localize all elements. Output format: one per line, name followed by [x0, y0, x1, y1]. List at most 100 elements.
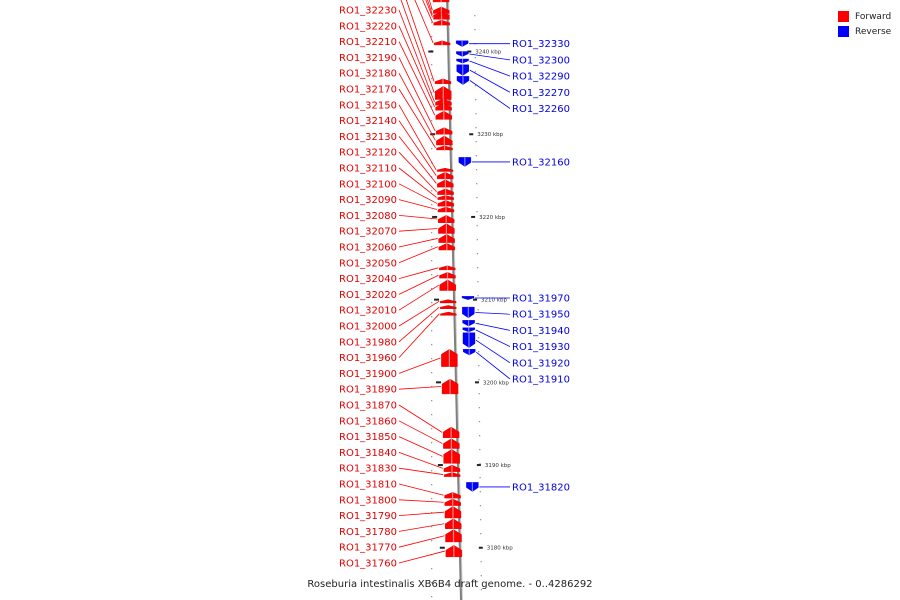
forward-gene-label[interactable]: RO1_31980 [339, 337, 397, 348]
forward-gene-label[interactable]: RO1_31860 [339, 416, 397, 427]
minor-tick-dot [431, 190, 433, 192]
minor-tick-dot [431, 302, 433, 304]
reverse-gene-arrow[interactable] [461, 296, 475, 300]
forward-gene-label[interactable]: RO1_32100 [339, 179, 397, 190]
forward-gene-leader [398, 136, 437, 184]
legend: Forward Reverse [838, 9, 891, 39]
scale-tick-label: 3180 kbp [487, 546, 513, 552]
reverse-gene-label[interactable]: RO1_32260 [512, 104, 570, 115]
forward-gene-label[interactable]: RO1_31960 [339, 353, 397, 364]
reverse-gene-label[interactable]: RO1_31940 [512, 326, 570, 337]
forward-gene-label[interactable]: RO1_32050 [339, 258, 397, 269]
minor-tick-dot [478, 351, 480, 353]
reverse-gene-label[interactable]: RO1_31920 [512, 358, 570, 369]
reverse-gene-label[interactable]: RO1_31910 [512, 374, 570, 385]
minor-tick-dot [431, 204, 433, 206]
forward-gene-label[interactable]: RO1_32150 [339, 100, 397, 111]
forward-gene-label[interactable]: RO1_31850 [339, 432, 397, 443]
forward-gene-label[interactable]: RO1_32190 [339, 53, 397, 64]
reverse-gene-label[interactable]: RO1_31970 [512, 293, 570, 304]
reverse-gene-label[interactable]: RO1_32270 [512, 88, 570, 99]
reverse-gene-leader [475, 312, 511, 315]
minor-tick-dot [431, 442, 433, 444]
forward-gene-label[interactable]: RO1_31830 [339, 464, 397, 475]
forward-gene-label[interactable]: RO1_32040 [339, 274, 397, 285]
minor-tick-dot [431, 344, 433, 346]
forward-gene-leader [398, 228, 438, 232]
minor-tick-dot [431, 106, 433, 108]
reverse-gene-label[interactable]: RO1_32290 [512, 72, 570, 83]
forward-gene-label[interactable]: RO1_32020 [339, 290, 397, 301]
forward-gene-label[interactable]: RO1_31900 [339, 369, 397, 380]
minor-tick-dot [476, 225, 478, 227]
forward-gene-label[interactable]: RO1_31890 [339, 385, 397, 396]
forward-gene-leader [398, 246, 438, 264]
forward-gene-leader [398, 183, 438, 204]
reverse-gene-label[interactable]: RO1_31930 [512, 342, 570, 353]
forward-gene-leader [398, 25, 435, 108]
scale-tick-mark [476, 464, 481, 467]
forward-gene-label[interactable]: RO1_32130 [339, 132, 397, 143]
reverse-gene-label[interactable]: RO1_31820 [512, 482, 570, 493]
forward-gene-label[interactable]: RO1_32110 [339, 164, 397, 175]
forward-gene-label[interactable]: RO1_31780 [339, 527, 397, 538]
forward-gene-leader [398, 306, 440, 343]
forward-gene-label[interactable]: RO1_32080 [339, 211, 397, 222]
minor-tick-dot [431, 64, 433, 66]
forward-gene-arrow[interactable] [436, 167, 454, 172]
forward-gene-leader [398, 199, 438, 210]
reverse-gene-label[interactable]: RO1_32330 [512, 39, 570, 50]
scale-tick-mark-left [434, 298, 440, 301]
minor-tick-dot [474, 15, 476, 17]
minor-tick-dot [478, 379, 480, 381]
forward-swatch [838, 11, 849, 22]
minor-tick-dot [475, 141, 477, 143]
forward-gene-label[interactable]: RO1_32230 [339, 6, 397, 17]
legend-reverse: Reverse [838, 24, 891, 39]
forward-gene-leader [398, 313, 440, 358]
minor-tick-dot [476, 183, 478, 185]
minor-tick-dot [474, 71, 477, 73]
minor-tick-dot [479, 463, 481, 465]
forward-gene-arrow[interactable] [440, 311, 457, 316]
minor-tick-dot [477, 309, 479, 311]
reverse-gene-label[interactable]: RO1_31950 [512, 310, 570, 321]
scale-ticks: 3240 kbp 3230 kbp 3220 kbp 3210 kbp 3200 kbp… [428, 50, 513, 552]
reverse-gene-leader [469, 69, 511, 93]
minor-tick-dot [479, 477, 481, 479]
forward-gene-leader [398, 499, 444, 503]
scale-tick-mark-left [435, 381, 441, 384]
minor-tick-dot [431, 568, 433, 570]
forward-gene-label[interactable]: RO1_31870 [339, 401, 397, 412]
forward-gene-label[interactable]: RO1_32210 [339, 37, 397, 48]
forward-gene-label[interactable]: RO1_32090 [339, 195, 397, 206]
scale-tick-mark-left [428, 50, 434, 53]
scale-tick-label: 3220 kbp [479, 215, 505, 221]
forward-gene-label[interactable]: RO1_31800 [339, 495, 397, 506]
forward-gene-arrow[interactable] [439, 299, 457, 304]
reverse-gene-label[interactable]: RO1_32160 [512, 157, 570, 168]
forward-genes: RO1_32390RO1_32380RO1_32370RO1_32360RO1_… [339, 0, 463, 570]
forward-gene-label[interactable]: RO1_31810 [339, 480, 397, 491]
forward-gene-label[interactable]: RO1_32170 [339, 85, 397, 96]
forward-gene-label[interactable]: RO1_32010 [339, 306, 397, 317]
legend-forward: Forward [838, 9, 891, 24]
forward-gene-label[interactable]: RO1_32140 [339, 116, 397, 127]
minor-tick-dot [431, 470, 433, 472]
forward-gene-label[interactable]: RO1_31770 [339, 543, 397, 554]
forward-gene-arrow[interactable] [440, 305, 457, 309]
forward-gene-label[interactable]: RO1_32240 [339, 0, 397, 1]
reverse-gene-leader [469, 53, 511, 61]
forward-gene-label[interactable]: RO1_31760 [339, 559, 397, 570]
forward-gene-label[interactable]: RO1_32220 [339, 21, 397, 32]
forward-gene-label[interactable]: RO1_32120 [339, 148, 397, 159]
forward-gene-label[interactable]: RO1_31840 [339, 448, 397, 459]
minor-tick-dot [431, 372, 433, 374]
forward-gene-label[interactable]: RO1_32070 [339, 227, 397, 238]
forward-gene-label[interactable]: RO1_31790 [339, 511, 397, 522]
reverse-gene-label[interactable]: RO1_32300 [512, 55, 570, 66]
minor-tick-dot [474, 57, 476, 59]
forward-gene-label[interactable]: RO1_32060 [339, 243, 397, 254]
forward-gene-label[interactable]: RO1_32180 [339, 69, 397, 80]
forward-gene-label[interactable]: RO1_32000 [339, 322, 397, 333]
